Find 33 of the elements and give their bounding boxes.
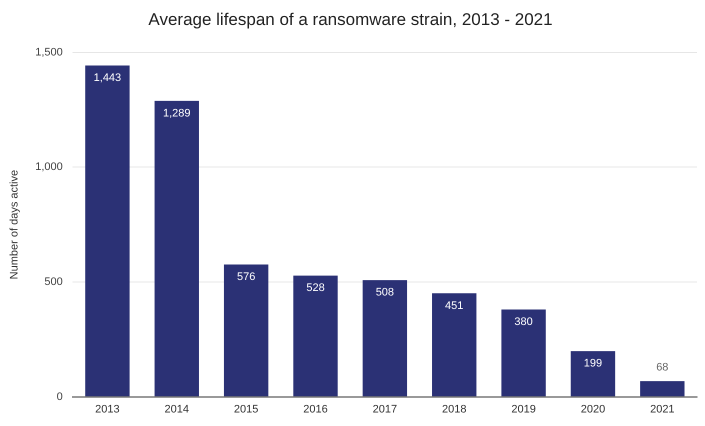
y-tick-label: 1,000: [35, 161, 63, 174]
data-label: 451: [445, 300, 464, 312]
x-tick-label: 2015: [234, 403, 258, 416]
bar: [293, 276, 338, 396]
x-tick-label: 2021: [650, 403, 675, 416]
bar: [154, 100, 199, 396]
data-label: 508: [376, 286, 394, 299]
x-tick-label: 2016: [303, 403, 328, 416]
data-label: 380: [514, 316, 533, 328]
bar: [640, 381, 685, 396]
x-tick-label: 2017: [372, 403, 398, 416]
data-label: 1,289: [163, 107, 191, 120]
x-tick-label: 2020: [580, 403, 606, 416]
bar: [501, 310, 546, 396]
x-tick-label: 2013: [95, 403, 120, 416]
chart-title: Average lifespan of a ransomware strain, 2013 - 2021: [148, 10, 553, 29]
x-tick-label: 2019: [511, 403, 536, 416]
bar: [224, 264, 268, 396]
data-label: 199: [584, 358, 602, 370]
x-tick-label: 2018: [442, 403, 466, 416]
y-axis-title: Number of days active: [8, 170, 21, 280]
bar: [432, 293, 476, 396]
bar: [362, 280, 408, 396]
data-label: 576: [236, 271, 256, 284]
y-tick-label: 1,500: [35, 46, 63, 58]
data-label: 68: [656, 362, 668, 374]
x-tick-label: 2014: [164, 403, 190, 416]
bar: [85, 65, 130, 396]
data-label: 528: [306, 282, 325, 294]
data-label: 1,443: [94, 72, 122, 84]
bar: [570, 351, 616, 396]
y-tick-label: 0: [56, 390, 63, 403]
y-tick-label: 500: [44, 276, 63, 288]
